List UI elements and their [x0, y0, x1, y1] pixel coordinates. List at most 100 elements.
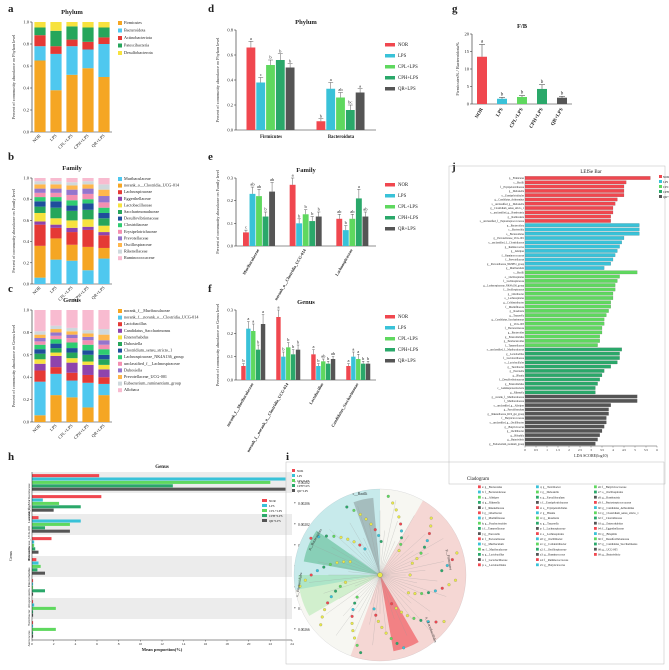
panel-letter-d: d — [208, 3, 214, 15]
node — [353, 601, 357, 605]
bar — [32, 519, 81, 523]
significance-label: ab — [337, 209, 342, 214]
lefse-feature-label: g__Prevotella — [510, 370, 525, 373]
lefse-feature-label: g__Blautia — [513, 374, 525, 377]
significance-label: b — [311, 211, 314, 216]
lefse-feature-label: g__Ruminococcus — [505, 246, 524, 249]
lefse-feature-label: s__unclassified_f__Muribaculaceae — [487, 349, 525, 352]
x-tick-label: Lactobacillus — [308, 382, 324, 406]
legend-swatch — [118, 256, 122, 261]
row-band — [32, 514, 292, 535]
lefse-bar — [524, 403, 611, 407]
significance-label: b — [367, 356, 370, 361]
chart-title: Cladogram — [467, 477, 489, 482]
bar — [32, 487, 286, 491]
panel-letter-h: h — [8, 451, 14, 463]
lefse-feature-label: g__Romboutsia — [508, 216, 525, 219]
stack-segment — [50, 184, 62, 189]
stack-segment — [34, 212, 46, 222]
node — [374, 613, 378, 617]
stack-segment — [66, 244, 78, 261]
y-tick-label: Aerococcus — [27, 630, 31, 647]
stack-segment — [50, 218, 62, 225]
x-tick-label: Muribaculaceae — [241, 248, 260, 276]
legend-label: Desulfovibrionaceae — [124, 216, 159, 221]
node — [445, 564, 449, 568]
legend-label: NOR — [663, 175, 669, 179]
bar — [32, 589, 45, 593]
stack-segment — [66, 39, 78, 47]
x-tick-label: 1 — [546, 448, 548, 452]
stack-segment — [98, 178, 110, 185]
cladogram-legend-label: t: f__Erysipelotrichaceae — [540, 502, 569, 505]
legend-swatch — [594, 516, 597, 520]
significance-label: a — [481, 40, 484, 45]
significance-label: a — [250, 36, 252, 41]
stack-segment — [34, 197, 46, 202]
branch — [353, 574, 381, 599]
cladogram-legend-label: z: o__Lachnospirales — [540, 533, 564, 536]
lefse-bar — [524, 356, 620, 360]
stack-segment — [98, 258, 110, 284]
lefse-feature-label: o__Lachnospirales — [504, 297, 524, 300]
cladogram-legend-label: v: g__Blautia — [540, 512, 556, 515]
legend-swatch — [292, 489, 295, 492]
x-tick-label: CPL+LPS — [57, 423, 74, 440]
lefse-feature-label: g__Candidatus_Saccharimonas — [491, 319, 524, 322]
legend-label: Clostridium_sensu_stricto_1 — [124, 348, 172, 353]
lefse-bar — [524, 274, 620, 279]
bar — [360, 363, 366, 380]
legend-swatch — [594, 542, 597, 546]
cladogram-legend-label: w: g__Roseburia — [540, 517, 560, 520]
node — [351, 608, 355, 612]
legend-swatch — [118, 210, 122, 214]
stack-segment — [50, 188, 62, 193]
lefse-feature-label: f__Prevotellaceae — [505, 259, 525, 262]
bar — [356, 359, 361, 380]
bar — [32, 603, 35, 607]
y-axis-label: Percent of community abundance on Genus … — [11, 324, 16, 407]
stack-segment — [98, 232, 110, 236]
node — [332, 534, 336, 538]
bar — [241, 366, 246, 380]
y-tick-label: 0.3 — [227, 176, 233, 181]
y-tick-label: Dubosiella — [27, 546, 31, 561]
x-tick-label: QR+LPS — [90, 285, 106, 301]
legend-swatch — [385, 87, 395, 91]
branch — [358, 574, 381, 613]
node — [352, 540, 356, 544]
cladogram-legend-label: a5: g__Butyricicoccus — [540, 564, 565, 567]
stack-segment — [66, 189, 78, 195]
chart-title: F/B — [517, 23, 528, 30]
legend-swatch — [118, 322, 122, 327]
lefse-bar — [524, 347, 622, 352]
legend-label: Ruminococcaceae — [124, 255, 155, 260]
branch — [309, 574, 381, 583]
x-tick-label: 24 — [290, 642, 294, 646]
stack-segment — [98, 235, 110, 248]
lefse-bar — [524, 223, 640, 227]
stack-segment — [98, 383, 110, 396]
lefse-feature-label: g__Dubosiella — [509, 190, 525, 193]
lefse-bar — [524, 206, 614, 210]
cladogram-legend-label: b6: f__Desulfovibrionaceae — [598, 538, 630, 541]
lefse-bar — [524, 326, 603, 330]
legend-label: CPL+LPS — [297, 479, 310, 483]
sector — [298, 575, 380, 616]
lefse-bar — [524, 339, 600, 343]
lefse-feature-label: s__unclassified_f__Clostridiaceae — [488, 242, 524, 245]
bar — [32, 582, 34, 586]
node — [346, 537, 350, 541]
x-tick-label: 5.5 — [644, 448, 648, 452]
stack-segment — [66, 182, 78, 186]
lefse-feature-label: g__Tyzzerella — [509, 314, 525, 317]
bar — [32, 561, 39, 565]
bar — [309, 221, 316, 246]
legend-swatch — [478, 537, 481, 541]
legend-swatch — [118, 223, 122, 228]
y-tick-label: 0.0 — [227, 378, 233, 383]
node — [319, 623, 323, 627]
legend-label: Muribaculaceae — [124, 176, 151, 181]
cladogram-legend-label: a9: f__Peptostreptococcaceae — [598, 502, 632, 505]
row-band — [32, 598, 292, 619]
